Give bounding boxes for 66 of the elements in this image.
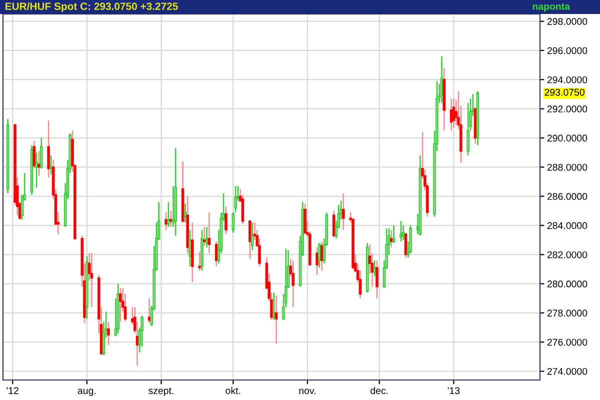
y-tick-label: 294.0000: [547, 76, 588, 84]
chart-title: EUR/HUF Spot C: 293.0750 +3.2725: [5, 2, 178, 12]
candlestick: [450, 98, 453, 132]
candlestick: [342, 192, 345, 230]
candlestick: [320, 240, 324, 272]
x-tick-label: okt.: [226, 386, 240, 394]
candlestick: [148, 298, 151, 324]
candlestick: [205, 226, 208, 248]
candlestick: [390, 229, 393, 248]
y-tick-label: 296.0000: [547, 47, 588, 54]
y-tick-label: 278.0000: [547, 310, 588, 317]
candlestick: [167, 201, 170, 228]
candlestick: [107, 321, 110, 346]
x-tick-label: szept.: [148, 388, 174, 396]
candlestick: [400, 220, 402, 242]
candlestick: [258, 238, 261, 267]
candlestick: [376, 260, 378, 299]
candlestick: [318, 242, 321, 268]
candlestick: [119, 288, 122, 322]
x-tick-label: aug.: [78, 388, 96, 396]
candlestick: [35, 152, 38, 188]
candlestick: [274, 294, 278, 344]
x-tick-label: dec.: [370, 386, 388, 394]
candlestick: [373, 260, 376, 278]
y-tick-label: 284.0000: [547, 222, 588, 230]
candlestick: [224, 206, 228, 235]
candlestick: [38, 150, 40, 176]
candlestick: [169, 210, 172, 228]
y-tick-label: 280.0000: [547, 280, 588, 288]
x-tick-label: nov.: [299, 388, 316, 394]
candlestick: [234, 185, 237, 213]
y-tick-label: 282.0000: [547, 251, 588, 258]
candlestick: [402, 224, 405, 241]
y-tick-label: 274.0000: [547, 368, 588, 375]
text: 293.0750: [544, 88, 584, 96]
candlestick: [250, 222, 254, 251]
y-tick-label: 290.0000: [547, 134, 588, 142]
x-tick-label: '13: [448, 387, 460, 394]
candlestick: [164, 212, 168, 230]
candlestick: [47, 120, 50, 178]
candlestick: [188, 229, 192, 267]
y-tick-label: 276.0000: [547, 338, 588, 346]
candlestick: [208, 212, 211, 254]
candlestick: [292, 260, 294, 308]
y-tick-label: 292.0000: [547, 106, 588, 112]
candlestick: [202, 226, 206, 246]
x-tick-label: '12: [6, 387, 18, 394]
candlestick: [50, 154, 52, 176]
y-tick-label: 298.0000: [547, 18, 588, 25]
candlestick: [316, 246, 318, 276]
chart-subtitle: naponta: [532, 3, 570, 12]
candlestick: [404, 232, 408, 258]
y-tick-label: 288.0000: [547, 164, 588, 171]
candlestick: [40, 137, 43, 170]
candlestick: [304, 202, 306, 235]
candlestick: [248, 220, 252, 260]
candlestick: [232, 212, 235, 234]
candlestick: [198, 251, 201, 272]
candlestick: [332, 210, 336, 238]
candlestick: [272, 292, 276, 321]
y-tick-label: 286.0000: [547, 193, 588, 200]
candlestick: [214, 240, 218, 267]
candlestick: [90, 252, 94, 308]
candlestick: [466, 102, 470, 156]
candlestick: [409, 224, 412, 254]
candlestick: [392, 224, 396, 244]
